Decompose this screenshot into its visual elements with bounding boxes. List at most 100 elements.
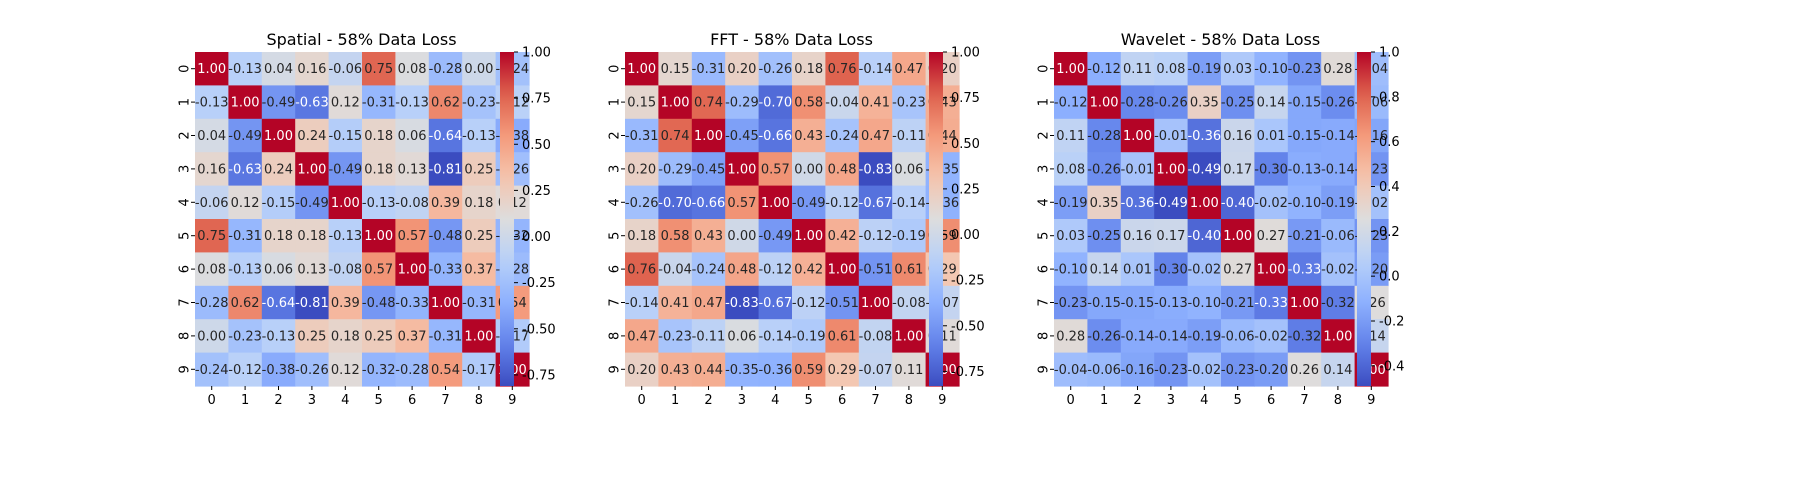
heatmap-cell: [295, 52, 330, 86]
cell-value-label: -0.19: [1321, 196, 1355, 211]
colorbar-tick-label: 1.00: [522, 46, 551, 61]
heatmap-cell: [825, 52, 860, 86]
cell-value-label: -0.30: [1154, 263, 1188, 278]
heatmap-cell: [228, 219, 263, 253]
cell-value-label: 0.24: [297, 129, 326, 144]
heatmap-cell: [1120, 85, 1155, 120]
cell-value-label: -0.15: [1087, 296, 1121, 311]
heatmap-cell: [1287, 352, 1322, 387]
y-tick-label: 1: [1037, 98, 1052, 106]
cell-value-label: -0.04: [1054, 363, 1088, 378]
x-tick-label: 3: [1167, 393, 1175, 408]
cell-value-label: -0.28: [395, 363, 429, 378]
cell-value-label: 0.42: [828, 229, 857, 244]
heatmap-cell: [625, 185, 659, 220]
y-tick-label: 0: [608, 65, 623, 73]
cell-value-label: 0.01: [1123, 263, 1152, 278]
colorbar-tick-label: 0.50: [522, 138, 551, 153]
heatmap-cell: [328, 152, 363, 187]
cell-value-label: -0.28: [195, 296, 229, 311]
cell-value-label: -0.31: [692, 62, 726, 77]
cell-value-label: 1.00: [364, 229, 393, 244]
cell-value-label: 1.00: [761, 196, 790, 211]
heatmap-cell: [1254, 85, 1289, 120]
cell-value-label: 0.12: [231, 196, 260, 211]
heatmap-cell: [792, 285, 826, 320]
cell-value-label: 1.00: [1290, 296, 1319, 311]
cell-value-label: -0.64: [262, 296, 296, 311]
cell-value-label: -0.83: [859, 162, 893, 177]
cell-value-label: 0.14: [1257, 96, 1286, 111]
heatmap-cell: [758, 52, 793, 86]
cell-value-label: 1.00: [331, 196, 360, 211]
heatmap-cell: [395, 252, 430, 287]
cell-value-label: 0.03: [1056, 229, 1085, 244]
x-tick-label: 4: [771, 393, 779, 408]
cell-value-label: 0.04: [197, 129, 226, 144]
heatmap-cell: [858, 85, 893, 120]
cell-value-label: -0.06: [328, 62, 362, 77]
cell-value-label: -0.13: [195, 96, 229, 111]
cell-value-label: -0.08: [328, 263, 362, 278]
cell-value-label: 0.16: [297, 62, 326, 77]
cell-value-label: 0.43: [694, 229, 723, 244]
heatmap-cell: [792, 152, 826, 187]
cell-value-label: -0.04: [658, 263, 692, 278]
heatmap-cell: [1287, 52, 1322, 86]
heatmap-cell: [1120, 219, 1155, 253]
cell-value-label: -0.26: [1321, 96, 1355, 111]
y-tick-label: 4: [608, 198, 623, 206]
x-tick-label: 5: [1234, 393, 1242, 408]
cell-value-label: -0.49: [792, 196, 826, 211]
heatmap-cell: [395, 319, 430, 354]
cell-value-label: 0.58: [794, 96, 823, 111]
cell-value-label: -0.33: [1254, 296, 1288, 311]
heatmap-cell: [395, 185, 430, 220]
cell-value-label: -0.25: [1087, 229, 1121, 244]
heatmap-cell: [858, 285, 893, 320]
heatmap-cell: [658, 319, 693, 354]
cell-value-label: 0.58: [661, 229, 690, 244]
cell-value-label: -0.04: [825, 96, 859, 111]
cell-value-label: -0.83: [725, 296, 759, 311]
cell-value-label: 0.04: [264, 62, 293, 77]
cell-value-label: 1.00: [1257, 263, 1286, 278]
cell-value-label: -0.23: [1154, 363, 1188, 378]
heatmap-cell: [792, 352, 826, 387]
heatmap-cell: [195, 85, 229, 120]
heatmap-cell: [328, 52, 363, 86]
cell-value-label: -0.14: [758, 329, 792, 344]
heatmap-cell: [1120, 52, 1155, 86]
cell-value-label: -0.49: [228, 129, 262, 144]
cell-value-label: 0.15: [661, 62, 690, 77]
x-tick-label: 0: [1067, 393, 1075, 408]
heatmap-cell: [858, 118, 893, 153]
heatmap-cell: [892, 185, 927, 220]
cell-value-label: 0.43: [661, 363, 690, 378]
heatmap-cell: [1087, 252, 1122, 287]
heatmap-cell: [362, 252, 396, 287]
heatmap-cell: [858, 185, 893, 220]
cell-value-label: -0.19: [1054, 196, 1088, 211]
heatmap-cell: [725, 185, 760, 220]
heatmap-cell: [858, 252, 893, 287]
cell-value-label: -0.12: [792, 296, 826, 311]
cell-value-label: 0.37: [464, 263, 493, 278]
cell-value-label: -0.13: [228, 263, 262, 278]
heatmap-cell: [1120, 252, 1155, 287]
cell-value-label: -0.32: [362, 363, 396, 378]
heatmap-cell: [792, 185, 826, 220]
heatmap-cell: [1287, 185, 1322, 220]
cell-value-label: -0.02: [1321, 263, 1355, 278]
cell-value-label: -0.12: [825, 196, 859, 211]
cell-value-label: -0.13: [1154, 296, 1188, 311]
cell-value-label: 0.61: [894, 263, 923, 278]
cell-value-label: -0.13: [228, 62, 262, 77]
heatmap-cell: [428, 152, 463, 187]
colorbar-tick-label: -0.25: [951, 274, 985, 289]
heatmap-cell: [462, 352, 497, 387]
heatmap-cell: [295, 152, 330, 187]
cell-value-label: -0.17: [462, 363, 496, 378]
heatmap-cell: [428, 352, 463, 387]
